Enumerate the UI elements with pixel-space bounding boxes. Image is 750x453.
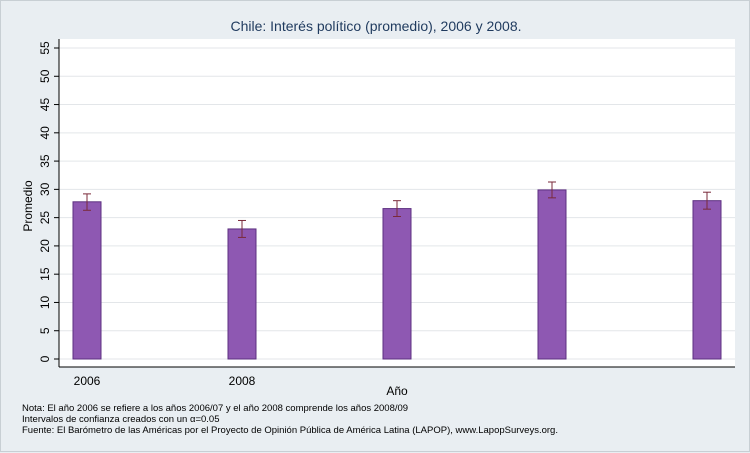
y-tick-label: 10 [38,295,52,309]
y-tick-label: 40 [38,126,52,140]
x-tick-label: 2008 [229,374,256,388]
y-tick-label: 45 [38,98,52,112]
chart-title: Chile: Interés político (promedio), 2006… [230,18,522,34]
bar [72,201,102,360]
y-tick-label: 25 [38,211,52,225]
alpha-symbol: α [189,414,196,425]
y-tick-label: 5 [38,327,52,334]
y-tick-label: 55 [38,41,52,55]
y-tick-label: 0 [38,355,52,362]
x-tick-label: 2006 [74,374,101,388]
bar [227,228,257,360]
y-tick-label: 35 [38,154,52,168]
note-line-2-prefix: Intervalos de confianza creados con un [22,414,190,425]
y-tick-label: 15 [38,267,52,281]
y-axis-label: Promedio [21,180,35,232]
bar [382,208,412,360]
note-line-3: Fuente: El Barómetro de las Américas por… [22,425,558,436]
y-tick-label: 30 [38,182,52,196]
y-tick-label: 50 [38,69,52,83]
bar [537,189,567,360]
bar [692,200,722,360]
x-axis-label: Año [386,384,408,398]
note-line-1: Nota: El año 2006 se refiere a los años … [22,403,409,414]
note-line-2-suffix: =0.05 [195,414,220,425]
note-line-2: Intervalos de confianza creados con un α… [22,414,220,425]
y-tick-label: 20 [38,239,52,253]
